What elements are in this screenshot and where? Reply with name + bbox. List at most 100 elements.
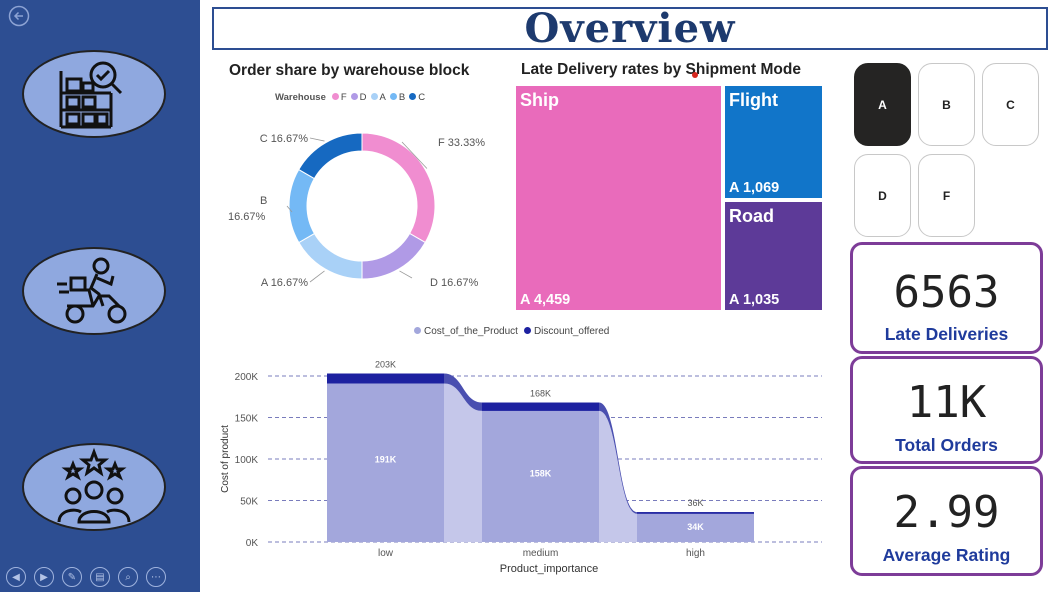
treemap-cell-value: A 1,035 bbox=[729, 292, 780, 308]
treemap-cell-value: A 4,459 bbox=[520, 292, 571, 308]
zoom-icon[interactable]: ⌕ bbox=[118, 567, 138, 587]
slicer-option-f[interactable]: F bbox=[918, 154, 975, 237]
donut-slice-f[interactable] bbox=[361, 132, 436, 244]
kpi-card-late-deliveries: 6563 Late Deliveries bbox=[850, 242, 1043, 354]
donut-legend-item-f: F bbox=[331, 92, 347, 103]
kpi-value-average-rating: 2.99 bbox=[893, 487, 1000, 538]
donut-legend-item-c: C bbox=[409, 92, 425, 103]
customer-rating-icon bbox=[57, 447, 131, 524]
pages-icon[interactable]: ▤ bbox=[90, 567, 110, 587]
page-title: Overview bbox=[524, 5, 736, 52]
legend-dot bbox=[350, 93, 358, 100]
area-discount-low[interactable] bbox=[327, 373, 444, 384]
warehouse-inspection-icon bbox=[59, 61, 123, 129]
next-page-icon[interactable]: ▶ bbox=[34, 567, 54, 587]
donut-chart: F 33.33% D 16.67% A 16.67% B 16.67% C 16.67% bbox=[228, 132, 485, 289]
treemap-cell-label: Road bbox=[729, 206, 774, 226]
x-tick-label: medium bbox=[523, 548, 559, 559]
prev-page-icon[interactable]: ◀ bbox=[6, 567, 26, 587]
area-chart: 0K 50K 100K 150K 200K 191K 203K low 158K 168K medi… bbox=[220, 360, 822, 575]
legend-dot bbox=[331, 93, 339, 100]
kpi-label-total-orders: Total Orders bbox=[895, 435, 998, 455]
area-value-label: 34K bbox=[687, 522, 704, 532]
page-navigation-toolbar: ◀ ▶ ✎ ▤ ⌕ ⋯ bbox=[6, 567, 166, 587]
page-title-box: Overview bbox=[212, 5, 1048, 52]
donut-legend-title: Warehouse bbox=[275, 92, 326, 103]
treemap-chart-title: Late Delivery rates by Shipment Mode bbox=[521, 61, 801, 78]
slicer-option-a[interactable]: A bbox=[854, 63, 911, 146]
area-cost-low[interactable] bbox=[327, 383, 444, 542]
x-tick-label: high bbox=[686, 548, 705, 559]
donut-leader-line bbox=[309, 270, 325, 283]
area-total-label: 203K bbox=[375, 360, 396, 370]
y-tick-label: 50K bbox=[240, 497, 258, 508]
y-tick-label: 100K bbox=[235, 455, 259, 466]
donut-label-b-value: 16.67% bbox=[228, 211, 266, 223]
donut-label-c: C 16.67% bbox=[260, 133, 309, 145]
kpi-card-average-rating: 2.99 Average Rating bbox=[850, 466, 1043, 576]
area-legend-item-cost: Cost_of_the_Product bbox=[414, 326, 518, 337]
treemap-cell-road[interactable]: Road A 1,035 bbox=[725, 202, 822, 310]
donut-slice-b[interactable] bbox=[288, 168, 316, 244]
delivery-scooter-icon bbox=[57, 257, 127, 324]
donut-label-a: A 16.67% bbox=[261, 277, 308, 289]
donut-legend-item-d: D bbox=[350, 92, 367, 103]
donut-leader-line bbox=[309, 137, 325, 142]
treemap-cell-value: A 1,069 bbox=[729, 180, 780, 196]
pen-icon[interactable]: ✎ bbox=[62, 567, 82, 587]
area-value-label: 191K bbox=[375, 455, 397, 465]
more-icon[interactable]: ⋯ bbox=[146, 567, 166, 587]
legend-label: Cost_of_the_Product bbox=[424, 326, 518, 337]
cursor-dot bbox=[692, 72, 698, 78]
treemap-cell-label: Flight bbox=[729, 90, 778, 110]
kpi-card-total-orders: 11K Total Orders bbox=[850, 356, 1043, 464]
donut-leader-line bbox=[399, 270, 413, 279]
donut-leader-line bbox=[286, 205, 293, 213]
area-legend: Cost_of_the_Product Discount_offered bbox=[414, 326, 609, 337]
sidebar: ◀ ▶ ✎ ▤ ⌕ ⋯ bbox=[0, 0, 200, 592]
donut-leader-line bbox=[401, 141, 428, 169]
y-tick-label: 150K bbox=[235, 414, 259, 425]
area-total-label: 36K bbox=[687, 498, 703, 508]
treemap-cell-ship[interactable]: Ship A 4,459 bbox=[516, 86, 721, 310]
donut-label-d: D 16.67% bbox=[430, 277, 479, 289]
donut-slice-a[interactable] bbox=[298, 232, 363, 280]
slicer-option-b[interactable]: B bbox=[918, 63, 975, 146]
area-discount-high[interactable] bbox=[637, 512, 754, 514]
slicer-option-c[interactable]: C bbox=[982, 63, 1039, 146]
area-cost-medium[interactable] bbox=[482, 410, 599, 542]
donut-chart-title: Order share by warehouse block bbox=[229, 62, 470, 79]
legend-label: Discount_offered bbox=[533, 326, 610, 337]
area-legend-item-discount: Discount_offered bbox=[523, 326, 610, 337]
kpi-value-total-orders: 11K bbox=[906, 377, 987, 428]
kpi-label-average-rating: Average Rating bbox=[882, 545, 1011, 565]
x-axis-title: Product_importance bbox=[500, 563, 598, 575]
nav-rating-button[interactable] bbox=[22, 443, 166, 531]
area-value-label: 158K bbox=[530, 468, 552, 478]
y-axis-title: Cost of product bbox=[220, 425, 231, 493]
y-tick-label: 200K bbox=[235, 372, 259, 383]
kpi-value-late-deliveries: 6563 bbox=[893, 267, 1000, 318]
donut-legend-item-b: B bbox=[389, 92, 405, 103]
legend-dot bbox=[389, 93, 397, 100]
legend-dot bbox=[523, 327, 531, 334]
donut-label-b-name: B bbox=[260, 195, 267, 207]
y-tick-label: 0K bbox=[246, 538, 259, 549]
treemap-cell-flight[interactable]: Flight A 1,069 bbox=[725, 86, 822, 198]
donut-slice-c[interactable] bbox=[298, 132, 363, 180]
donut-slice-d[interactable] bbox=[361, 232, 426, 280]
slicer-option-d[interactable]: D bbox=[854, 154, 911, 237]
nav-delivery-button[interactable] bbox=[22, 247, 166, 335]
area-cost-high[interactable] bbox=[637, 513, 754, 542]
donut-label-f: F 33.33% bbox=[438, 137, 485, 149]
legend-dot bbox=[409, 93, 417, 100]
treemap-cell-label: Ship bbox=[520, 90, 559, 110]
legend-dot bbox=[370, 93, 378, 100]
nav-warehouse-button[interactable] bbox=[22, 50, 166, 138]
donut-legend-item-a: A bbox=[370, 92, 386, 103]
kpi-label-late-deliveries: Late Deliveries bbox=[884, 324, 1009, 344]
area-discount-medium[interactable] bbox=[482, 402, 599, 411]
back-arrow-icon[interactable] bbox=[8, 5, 30, 27]
